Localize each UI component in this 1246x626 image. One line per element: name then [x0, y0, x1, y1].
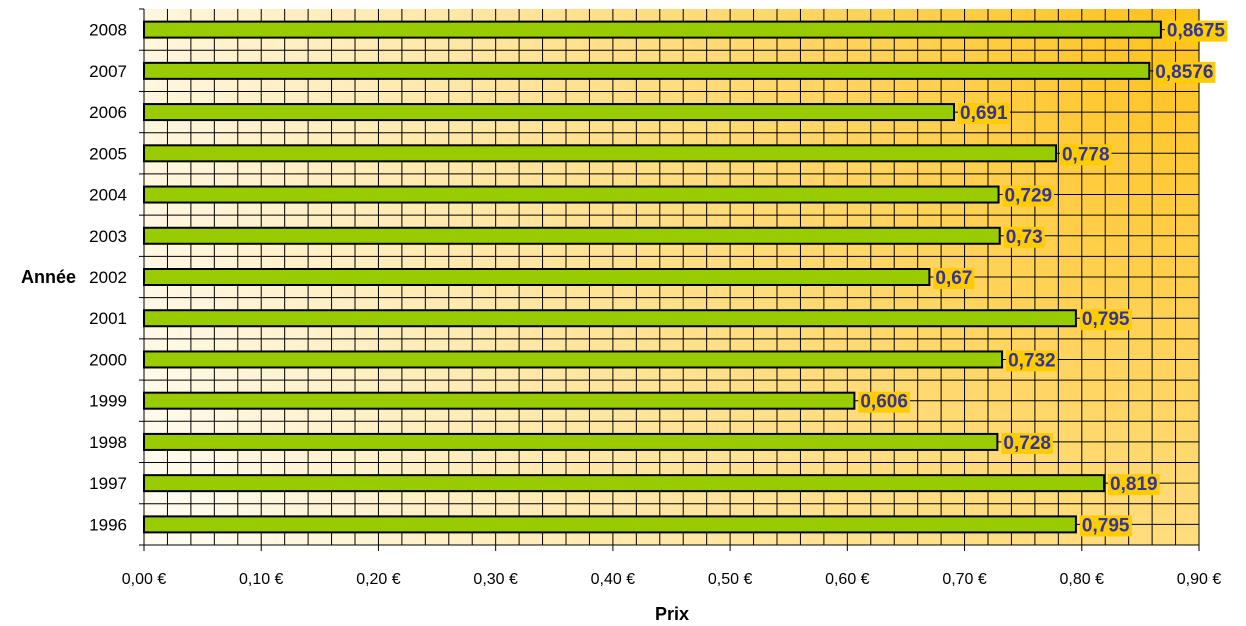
data-label-text: 0,8576 — [1155, 62, 1213, 83]
bar-2003 — [143, 226, 1001, 245]
data-label-text: 0,778 — [1062, 144, 1110, 165]
data-labels: 0,8675 0,8576 0,691 0,778 0,729 0,73 0,67 0,795… — [858, 20, 1228, 537]
data-label-1998: 0,728 — [1001, 432, 1053, 454]
y-tick-label: 2005 — [89, 144, 127, 163]
bar-1998 — [143, 432, 999, 451]
x-tick-label: 0,90 € — [1177, 571, 1222, 588]
bar-2002 — [143, 268, 931, 286]
y-tick-label: 2001 — [89, 309, 127, 328]
data-label-box — [1059, 144, 1112, 166]
x-tick-label: 0,20 € — [356, 571, 401, 588]
bar-2007 — [143, 61, 1151, 80]
data-label-2005: 0,778 — [1059, 144, 1112, 166]
data-label-box — [1001, 432, 1053, 454]
data-label-text: 0,691 — [960, 103, 1008, 124]
y-tick-label: 1998 — [89, 433, 127, 452]
y-tick-label: 2008 — [89, 21, 127, 40]
data-label-box — [1003, 226, 1045, 248]
y-tick-label: 1997 — [89, 474, 127, 493]
axes: 2008 2007 2006 2005 2004 2003 2002 2001 2000 1999… — [89, 8, 1222, 588]
data-label-text: 0,73 — [1006, 227, 1043, 248]
x-tick-label: 0,50 € — [708, 571, 753, 588]
bar-2005 — [143, 144, 1057, 163]
data-label-box — [1153, 61, 1216, 83]
data-label-box — [1079, 515, 1132, 537]
data-label-box — [1164, 20, 1228, 42]
x-tick-label: 0,60 € — [825, 571, 870, 588]
y-tick-label: 2006 — [89, 103, 127, 122]
bar-2006 — [143, 103, 956, 122]
data-label-text: 0,728 — [1003, 433, 1051, 454]
x-tick-label: 0,30 € — [473, 571, 518, 588]
bar-2001 — [143, 309, 1077, 328]
data-label-box — [958, 103, 1010, 125]
data-label-2003: 0,73 — [1003, 226, 1045, 248]
data-label-1996: 0,795 — [1079, 515, 1132, 537]
bar-2008 — [143, 20, 1162, 39]
data-label-box — [1108, 474, 1160, 496]
data-label-text: 0,729 — [1005, 186, 1053, 207]
x-axis-title: Prix — [655, 604, 689, 624]
data-label-box — [1079, 309, 1132, 331]
bar-1997 — [143, 474, 1106, 493]
y-tick-label: 2000 — [89, 350, 127, 369]
data-label-2008: 0,8675 — [1164, 20, 1228, 42]
x-tick-label: 0,10 € — [239, 571, 284, 588]
y-tick-label: 2002 — [89, 268, 127, 287]
data-label-2007: 0,8576 — [1153, 61, 1216, 83]
bars — [143, 20, 1162, 534]
data-label-text: 0,67 — [935, 268, 972, 289]
y-tick-label: 2007 — [89, 62, 127, 81]
data-label-text: 0,819 — [1110, 474, 1158, 495]
bar-1996 — [143, 515, 1077, 534]
y-axis-title: Année — [21, 267, 76, 287]
data-label-2000: 0,732 — [1006, 350, 1058, 372]
y-tick-label: 2003 — [89, 227, 127, 246]
data-label-2004: 0,729 — [1002, 185, 1055, 207]
data-label-2001: 0,795 — [1079, 309, 1132, 331]
y-tick-label: 1999 — [89, 392, 127, 411]
data-label-1997: 0,819 — [1108, 474, 1160, 496]
data-label-box — [1002, 185, 1055, 207]
data-label-2002: 0,67 — [933, 268, 975, 289]
y-tick-label: 2004 — [89, 186, 127, 205]
data-label-text: 0,795 — [1082, 515, 1130, 536]
y-tick-label: 1996 — [89, 515, 127, 534]
data-label-text: 0,732 — [1008, 350, 1056, 371]
data-label-box — [933, 268, 975, 289]
data-label-text: 0,795 — [1082, 309, 1130, 330]
bar-2000 — [143, 350, 1004, 369]
data-label-box — [1006, 350, 1058, 372]
data-label-2006: 0,691 — [958, 103, 1010, 125]
x-tick-label: 0,00 € — [122, 571, 167, 588]
x-tick-label: 0,70 € — [942, 571, 987, 588]
bar-1999 — [143, 391, 856, 410]
x-tick-label: 0,40 € — [591, 571, 636, 588]
data-label-text: 0,606 — [860, 392, 908, 413]
data-label-text: 0,8675 — [1167, 21, 1226, 42]
data-label-box — [858, 391, 910, 413]
bar-2004 — [143, 185, 1000, 204]
x-tick-label: 0,80 € — [1060, 571, 1105, 588]
data-label-1999: 0,606 — [858, 391, 910, 413]
